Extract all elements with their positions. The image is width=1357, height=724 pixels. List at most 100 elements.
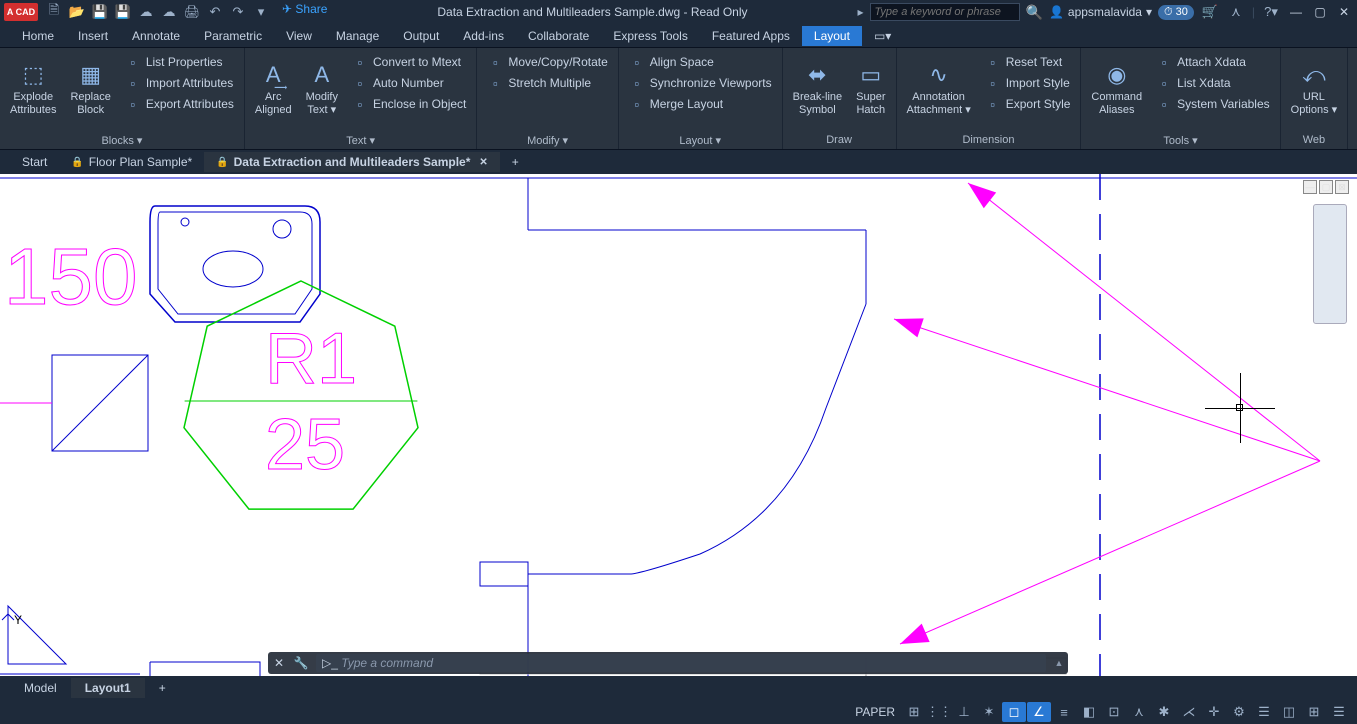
menu-layout[interactable]: Layout xyxy=(802,26,862,46)
drawing-canvas[interactable]: 150R125Y — ▢ ⊠ ✕ 🔧 ▷_ Type a command ▲ xyxy=(0,174,1357,676)
save-icon[interactable]: 💾 xyxy=(90,2,110,22)
vp-max-icon[interactable]: ▢ xyxy=(1319,180,1333,194)
move-copy-rotate-button[interactable]: ▫Move/Copy/Rotate xyxy=(481,52,613,72)
units-icon[interactable]: ◫ xyxy=(1277,702,1301,722)
qprop-icon[interactable]: ⊞ xyxy=(1302,702,1326,722)
panel-title[interactable]: Dimension xyxy=(901,131,1077,149)
annoscale-icon[interactable]: ⋏ xyxy=(1127,702,1151,722)
open-icon[interactable]: 📂 xyxy=(67,2,87,22)
doc-tab[interactable]: 🔒Data Extraction and Multileaders Sample… xyxy=(204,152,500,172)
workspace-icon[interactable]: ⚙ xyxy=(1227,702,1251,722)
redo-icon[interactable]: ↷ xyxy=(228,2,248,22)
menu-parametric[interactable]: Parametric xyxy=(192,26,274,46)
menu-collaborate[interactable]: Collaborate xyxy=(516,26,601,46)
saveas-icon[interactable]: 💾 xyxy=(113,2,133,22)
system-variables-button[interactable]: ▫System Variables xyxy=(1150,94,1275,114)
osnap-icon[interactable]: ◻ xyxy=(1002,702,1026,722)
ortho-icon[interactable]: ⊥ xyxy=(952,702,976,722)
menu-view[interactable]: View xyxy=(274,26,324,46)
panel-title[interactable]: Layout ▾ xyxy=(623,131,778,149)
cloud-save-icon[interactable]: ☁ xyxy=(159,2,179,22)
new-icon[interactable]: 🗎 xyxy=(44,2,64,22)
panel-title[interactable]: Draw xyxy=(787,131,892,149)
plot-icon[interactable]: 🖨 xyxy=(182,2,202,22)
navigation-bar[interactable] xyxy=(1313,204,1347,324)
reset-text-button[interactable]: ▫Reset Text xyxy=(979,52,1077,72)
super-button[interactable]: ▭SuperHatch xyxy=(850,50,891,128)
help-icon[interactable]: ?▾ xyxy=(1261,2,1281,22)
cmd-history-icon[interactable]: ▲ xyxy=(1050,658,1068,668)
undo-icon[interactable]: ↶ xyxy=(205,2,225,22)
panel-title[interactable]: Web xyxy=(1285,131,1344,149)
add-layout-button[interactable]: + xyxy=(145,678,180,698)
snap-icon[interactable]: ⋮⋮ xyxy=(927,702,951,722)
user-menu[interactable]: 👤 appsmalavida ▾ xyxy=(1049,5,1152,19)
menu-insert[interactable]: Insert xyxy=(66,26,120,46)
scale-icon[interactable]: ✛ xyxy=(1202,702,1226,722)
cloud-open-icon[interactable]: ☁ xyxy=(136,2,156,22)
new-tab-button[interactable]: + xyxy=(500,152,531,172)
tab-close-icon[interactable]: ✕ xyxy=(479,157,487,168)
apps-icon[interactable]: ⋏ xyxy=(1226,2,1246,22)
command-input[interactable]: ▷_ Type a command xyxy=(316,654,1046,672)
command-button[interactable]: ◉CommandAliases xyxy=(1085,50,1148,128)
enclose-in-object-button[interactable]: ▫Enclose in Object xyxy=(346,94,472,114)
qat-dropdown-icon[interactable]: ▾ xyxy=(251,2,271,22)
layout-tab-layout1[interactable]: Layout1 xyxy=(71,678,145,698)
auto-number-button[interactable]: ▫Auto Number xyxy=(346,73,472,93)
import-style-button[interactable]: ▫Import Style xyxy=(979,73,1077,93)
autoscale-icon[interactable]: ⋌ xyxy=(1177,702,1201,722)
trial-timer[interactable]: ⏱ 30 xyxy=(1158,5,1194,20)
panel-title[interactable]: Modify ▾ xyxy=(481,131,613,149)
annotation-button[interactable]: ∿AnnotationAttachment ▾ xyxy=(901,50,977,128)
attach-xdata-button[interactable]: ▫Attach Xdata xyxy=(1150,52,1275,72)
panel-title[interactable]: Tools ▾ xyxy=(1085,131,1275,149)
menu-express-tools[interactable]: Express Tools xyxy=(601,26,699,46)
list-xdata-button[interactable]: ▫List Xdata xyxy=(1150,73,1275,93)
merge-layout-button[interactable]: ▫Merge Layout xyxy=(623,94,778,114)
modify-button[interactable]: AModifyText ▾ xyxy=(300,50,344,128)
annovis-icon[interactable]: ✱ xyxy=(1152,702,1176,722)
cmd-close-icon[interactable]: ✕ xyxy=(268,652,290,674)
annomon-icon[interactable]: ☰ xyxy=(1252,702,1276,722)
panel-title[interactable]: Blocks ▾ xyxy=(4,131,240,149)
export-style-button[interactable]: ▫Export Style xyxy=(979,94,1077,114)
export-attributes-button[interactable]: ▫Export Attributes xyxy=(119,94,240,114)
menu-manage[interactable]: Manage xyxy=(324,26,391,46)
cart-icon[interactable]: 🛒 xyxy=(1200,2,1220,22)
vp-close-icon[interactable]: ⊠ xyxy=(1335,180,1349,194)
otrack-icon[interactable]: ∠ xyxy=(1027,702,1051,722)
search-prev-icon[interactable]: ▸ xyxy=(857,5,863,19)
synchronize-viewports-button[interactable]: ▫Synchronize Viewports xyxy=(623,73,778,93)
break-line-button[interactable]: ⬌Break-lineSymbol xyxy=(787,50,849,128)
menu-annotate[interactable]: Annotate xyxy=(120,26,192,46)
import-attributes-button[interactable]: ▫Import Attributes xyxy=(119,73,240,93)
align-space-button[interactable]: ▫Align Space xyxy=(623,52,778,72)
arc-button[interactable]: A͢ArcAligned xyxy=(249,50,298,128)
close-button[interactable]: ✕ xyxy=(1335,3,1353,21)
vp-min-icon[interactable]: — xyxy=(1303,180,1317,194)
share-button[interactable]: ✈ Share xyxy=(282,2,327,22)
space-indicator[interactable]: PAPER xyxy=(855,705,895,719)
lineweight-icon[interactable]: ≡ xyxy=(1052,702,1076,722)
ribbon-minimize-icon[interactable]: ▭▾ xyxy=(862,26,903,46)
menu-output[interactable]: Output xyxy=(391,26,451,46)
cmd-customize-icon[interactable]: 🔧 xyxy=(290,652,312,674)
customize-icon[interactable]: ☰ xyxy=(1327,702,1351,722)
search-input[interactable] xyxy=(870,3,1020,21)
list-properties-button[interactable]: ▫List Properties xyxy=(119,52,240,72)
menu-home[interactable]: Home xyxy=(10,26,66,46)
layout-tab-model[interactable]: Model xyxy=(10,678,71,698)
convert-to-mtext-button[interactable]: ▫Convert to Mtext xyxy=(346,52,472,72)
cycling-icon[interactable]: ⊡ xyxy=(1102,702,1126,722)
grid-icon[interactable]: ⊞ xyxy=(902,702,926,722)
explode-button[interactable]: ⬚ExplodeAttributes xyxy=(4,50,62,128)
doc-tab[interactable]: Start xyxy=(10,152,59,172)
transparency-icon[interactable]: ◧ xyxy=(1077,702,1101,722)
url-button[interactable]: ⤺URLOptions ▾ xyxy=(1285,50,1344,128)
menu-add-ins[interactable]: Add-ins xyxy=(451,26,516,46)
minimize-button[interactable]: — xyxy=(1287,3,1305,21)
panel-title[interactable]: Text ▾ xyxy=(249,131,473,149)
replace-button[interactable]: ▦ReplaceBlock xyxy=(64,50,116,128)
restore-button[interactable]: ▢ xyxy=(1311,3,1329,21)
